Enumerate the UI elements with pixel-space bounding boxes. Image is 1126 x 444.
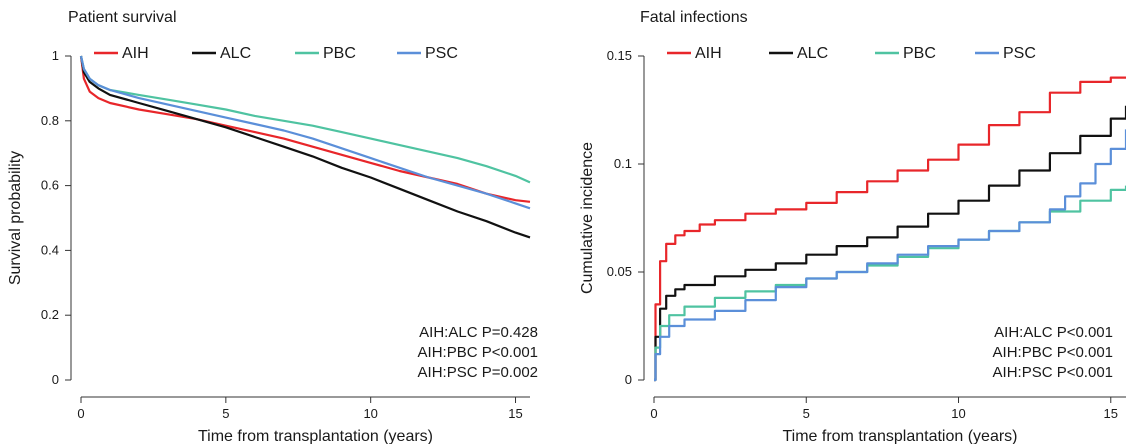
y-tick-label: 1 (52, 48, 59, 63)
legend-label: PSC (425, 45, 458, 62)
series-line-aih (79, 55, 531, 203)
y-tick-label: 0 (625, 372, 632, 387)
x-tick-label: 5 (803, 406, 810, 421)
y-tick-label: 0.15 (607, 48, 632, 63)
infections-panel: Fatal infections 0 0.05 0.1 0.15 0 5 10 15 Time f… (579, 9, 1126, 444)
x-tick-label: 15 (1104, 406, 1118, 421)
p-value-annotation: AIH:ALC P<0.001 (994, 324, 1113, 341)
series-line-alc (79, 55, 531, 239)
p-value-annotation: AIH:ALC P=0.428 (419, 324, 538, 341)
x-tick-label: 10 (951, 406, 965, 421)
x-tick-label: 10 (363, 406, 377, 421)
x-tick-label: 5 (222, 406, 229, 421)
x-tick-label: 0 (650, 406, 657, 421)
legend-label: PBC (903, 45, 936, 62)
p-value-annotation: AIH:PSC P<0.001 (993, 364, 1113, 381)
series-line-aih (654, 76, 1126, 382)
y-tick-label: 0.05 (607, 264, 632, 279)
legend-label: AIH (695, 45, 722, 62)
legend-label: PBC (323, 45, 356, 62)
p-value-annotation: AIH:PSC P=0.002 (418, 364, 538, 381)
y-axis-label: Survival probability (7, 151, 24, 285)
x-tick-label: 15 (508, 406, 522, 421)
legend-label: PSC (1003, 45, 1036, 62)
y-tick-label: 0.1 (614, 156, 632, 171)
series-line-alc (654, 105, 1126, 382)
legend-label: ALC (797, 45, 828, 62)
x-axis-label: Time from transplantation (years) (198, 428, 433, 444)
x-axis-label: Time from transplantation (years) (782, 428, 1017, 444)
y-tick-label: 0.2 (41, 307, 59, 322)
y-tick-label: 0 (52, 372, 59, 387)
series-line-psc (79, 55, 531, 210)
p-value-annotation: AIH:PBC P<0.001 (993, 344, 1113, 361)
legend-label: ALC (220, 45, 251, 62)
legend-label: AIH (122, 45, 149, 62)
p-value-annotation: AIH:PBC P<0.001 (418, 344, 538, 361)
x-tick-label: 0 (77, 406, 84, 421)
chart-title: Fatal infections (640, 9, 748, 26)
chart-title: Patient survival (68, 9, 177, 26)
y-tick-label: 0.8 (41, 113, 59, 128)
series-line-psc (654, 129, 1126, 382)
y-tick-label: 0.4 (41, 242, 59, 257)
y-axis-label: Cumulative incidence (579, 142, 596, 294)
series-line-pbc (79, 55, 531, 184)
y-tick-label: 0.6 (41, 178, 59, 193)
